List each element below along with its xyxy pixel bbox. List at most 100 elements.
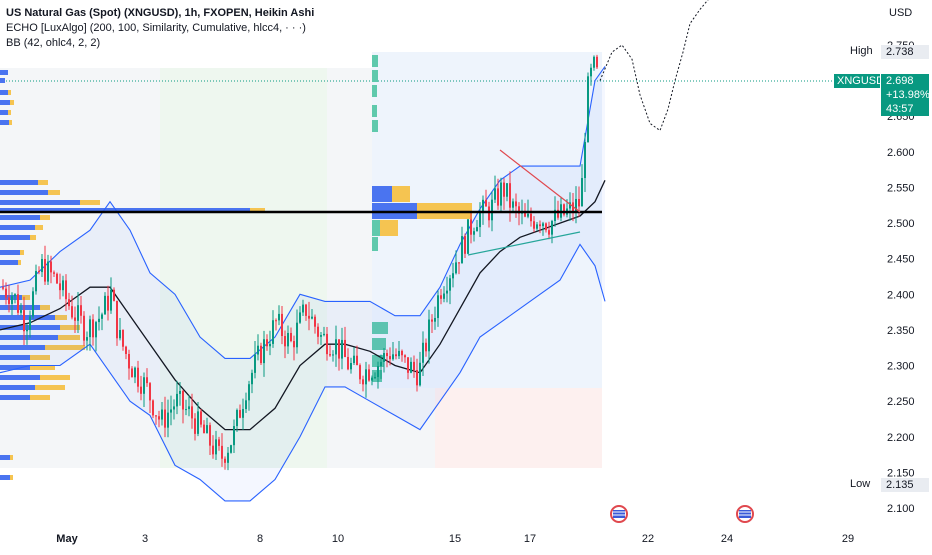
candle-body — [575, 198, 577, 213]
candle-body — [398, 350, 400, 357]
vp-bar — [372, 220, 380, 236]
candle-body — [305, 304, 307, 316]
bar-countdown: 43:57 — [886, 103, 914, 115]
candle-body — [527, 213, 529, 217]
candle-body — [419, 362, 421, 386]
y-tick-label: 2.450 — [887, 254, 915, 266]
candle-body — [104, 295, 106, 315]
candle-body — [209, 425, 211, 446]
candle-body — [47, 261, 49, 282]
candle-body — [272, 320, 274, 344]
vp-bar — [250, 208, 265, 213]
candle-body — [119, 329, 121, 339]
vp-bar — [392, 186, 410, 202]
high-value: 2.738 — [881, 45, 929, 59]
vp-bar — [0, 215, 40, 220]
candle-body — [386, 353, 388, 357]
candle-body — [23, 310, 25, 332]
candles — [2, 54, 598, 471]
candle-body — [2, 287, 4, 289]
us-flag-icon[interactable] — [610, 505, 628, 523]
candle-body — [422, 342, 424, 363]
legend-title[interactable]: US Natural Gas (Spot) (XNGUSD), 1h, FXOP… — [6, 7, 315, 19]
candle-body — [479, 212, 481, 228]
candle-body — [554, 209, 556, 222]
candle-body — [89, 319, 91, 338]
candle-body — [392, 354, 394, 360]
candle-body — [107, 295, 109, 311]
candle-body — [584, 141, 586, 179]
x-tick-label: 15 — [449, 533, 461, 545]
candle-body — [149, 383, 151, 401]
x-tick-label: May — [56, 533, 78, 545]
candle-body — [230, 445, 232, 453]
candle-body — [500, 182, 502, 206]
legend-indicator-bb[interactable]: BB (42, ohlc4, 2, 2) — [6, 37, 101, 49]
candle-body — [428, 319, 430, 352]
y-tick-label: 2.150 — [887, 467, 915, 479]
candle-body — [569, 202, 571, 209]
candle-body — [509, 183, 511, 208]
candle-body — [185, 409, 187, 411]
candle-body — [8, 297, 10, 304]
candle-body — [68, 299, 70, 307]
candle-body — [116, 300, 118, 339]
vp-bar — [372, 105, 377, 117]
candle-body — [164, 409, 166, 428]
candle-body — [506, 183, 508, 197]
candle-body — [587, 76, 589, 142]
vp-bar — [372, 70, 378, 82]
us-flag-icon[interactable] — [736, 505, 754, 523]
candle-body — [485, 199, 487, 207]
candle-body — [131, 368, 133, 378]
candle-body — [65, 280, 67, 300]
candle-body — [353, 355, 355, 364]
vp-bar — [372, 186, 392, 202]
price-change: +13.98% — [886, 89, 930, 101]
vp-bar — [0, 120, 9, 125]
vp-bar — [372, 85, 377, 97]
vp-bar — [58, 335, 80, 340]
candle-body — [35, 270, 37, 292]
vp-bar — [45, 345, 85, 350]
vp-bar — [18, 260, 21, 265]
candle-body — [77, 305, 79, 321]
candle-body — [134, 367, 136, 378]
candle-body — [59, 283, 61, 291]
legend-indicator-echo[interactable]: ECHO [LuxAlgo] (200, 100, Similarity, Cu… — [6, 22, 306, 34]
candle-body — [200, 411, 202, 425]
candle-body — [581, 178, 583, 207]
candle-body — [92, 319, 94, 338]
volume-profile-left — [0, 70, 265, 480]
x-tick-label: 3 — [142, 533, 148, 545]
y-axis: USD2.7502.6502.6002.5502.5002.4502.4002.… — [887, 7, 915, 515]
candle-body — [446, 290, 448, 294]
candle-body — [434, 317, 436, 322]
vp-bar — [372, 237, 378, 251]
vp-bar — [10, 100, 14, 105]
candle-body — [524, 211, 526, 217]
candle-body — [488, 206, 490, 221]
vp-bar — [0, 180, 38, 185]
candle-body — [26, 329, 28, 332]
candle-body — [458, 262, 460, 264]
candle-body — [302, 304, 304, 313]
vp-bar — [8, 110, 11, 115]
candle-body — [515, 201, 517, 207]
y-tick-label: 2.550 — [887, 182, 915, 194]
vp-bar — [35, 385, 65, 390]
candle-body — [284, 336, 286, 347]
y-tick-label: 2.500 — [887, 218, 915, 230]
candle-body — [98, 318, 100, 323]
candle-body — [548, 230, 550, 235]
candle-body — [464, 236, 466, 254]
candle-body — [410, 361, 412, 373]
vp-bar — [0, 70, 8, 75]
candle-body — [20, 310, 22, 313]
candle-body — [539, 224, 541, 227]
candle-body — [95, 322, 97, 338]
candle-body — [368, 369, 370, 381]
candle-body — [287, 332, 289, 347]
